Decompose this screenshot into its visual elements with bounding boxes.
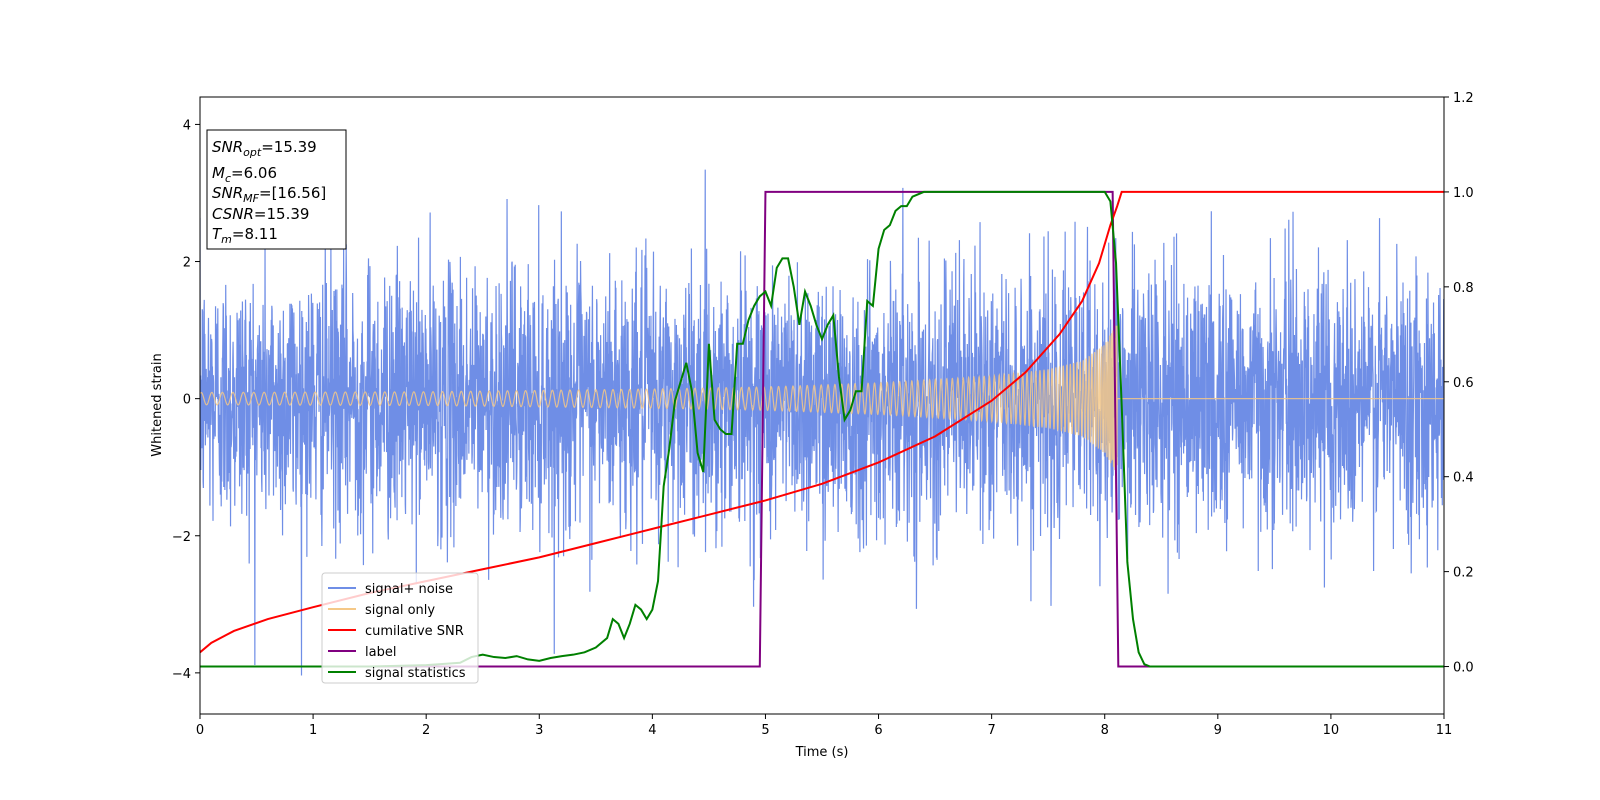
y2-tick-label: 0.8	[1453, 281, 1474, 296]
legend-label: label	[365, 645, 396, 660]
info-box-line: SNRMF=[16.56]	[212, 184, 326, 205]
legend-label: cumilative SNR	[365, 624, 464, 639]
x-axis-label: Time (s)	[795, 745, 849, 760]
legend-label: signal only	[365, 603, 435, 618]
x-tick-label: 10	[1323, 723, 1340, 738]
y-tick-label: −4	[172, 667, 191, 682]
x-tick-label: 1	[309, 723, 317, 738]
x-tick-label: 2	[422, 723, 430, 738]
x-tick-label: 7	[987, 723, 995, 738]
y-axis-label: Whitened strain	[150, 353, 165, 456]
y-tick-label: −2	[172, 530, 191, 545]
legend-frame	[321, 572, 479, 684]
y2-tick-label: 0.0	[1453, 661, 1474, 676]
plot-frame	[199, 96, 1445, 715]
y-axis-left: −4 −2 0 2 4	[172, 118, 200, 682]
y2-tick-label: 0.4	[1453, 471, 1474, 486]
series-layer	[200, 169, 1444, 676]
legend-label: signal+ noise	[365, 582, 453, 597]
x-tick-label: 0	[196, 723, 204, 738]
y2-tick-label: 1.0	[1453, 186, 1474, 201]
x-tick-label: 11	[1436, 723, 1453, 738]
y-tick-label: 2	[183, 256, 191, 271]
x-tick-label: 4	[648, 723, 656, 738]
y-axis-right: 0.0 0.2 0.4 0.6 0.8 1.0 1.2	[1444, 91, 1474, 676]
info-box-line: Tm=8.11	[212, 225, 278, 246]
y2-tick-label: 0.2	[1453, 566, 1474, 581]
series-signal-statistics-line	[200, 190, 1444, 668]
x-axis: 0 1 2 3 4 5 6 7 8 9 10 11	[196, 714, 1452, 738]
x-tick-label: 8	[1101, 723, 1109, 738]
y2-tick-label: 0.6	[1453, 376, 1474, 391]
info-box-line: CSNR=15.39	[212, 205, 309, 223]
y-tick-label: 0	[183, 393, 191, 408]
x-tick-label: 6	[874, 723, 882, 738]
info-box-line: SNRopt=15.39	[212, 138, 317, 159]
x-tick-label: 3	[535, 723, 543, 738]
series-signal-only-line	[200, 325, 1444, 471]
legend-label: signal statistics	[365, 666, 466, 681]
x-tick-label: 9	[1214, 723, 1222, 738]
info-box-line: Mc=6.06	[212, 164, 277, 185]
x-tick-label: 5	[761, 723, 769, 738]
y2-tick-label: 1.2	[1453, 91, 1474, 106]
legend: signal+ noise signal only cumilative SNR la…	[321, 572, 479, 684]
y-tick-label: 4	[183, 118, 191, 133]
info-box: SNRopt=15.39 Mc=6.06SNRMF=[16.56]CSNR=15.…	[206, 129, 347, 250]
series-cumulative-snr-line	[200, 190, 1444, 654]
info-box-frame	[206, 129, 347, 250]
